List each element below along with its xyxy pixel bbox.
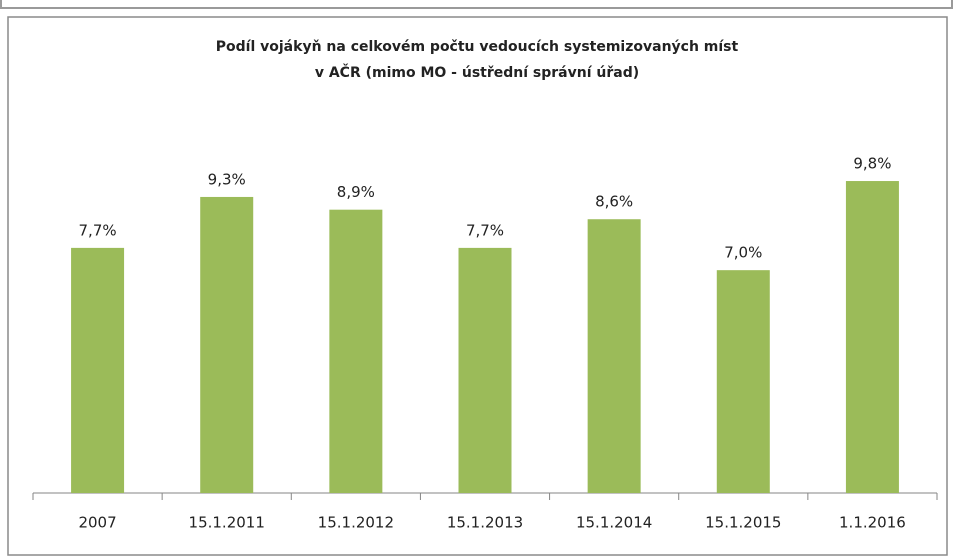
bar [716, 270, 770, 493]
upper-frame [0, 0, 953, 9]
bar [200, 196, 254, 493]
bar [587, 219, 641, 493]
data-label: 8,9% [337, 183, 375, 201]
chart-title: Podíl vojákyň na celkovém počtu vedoucíc… [216, 39, 739, 55]
bar [329, 209, 383, 493]
data-label: 7,0% [724, 244, 762, 262]
chart-subtitle: v AČR (mimo MO - ústřední správní úřad) [315, 63, 639, 81]
data-label: 9,8% [853, 155, 891, 173]
x-tick-label: 1.1.2016 [839, 514, 906, 532]
data-label: 8,6% [595, 193, 633, 211]
x-tick-label: 15.1.2013 [447, 514, 523, 532]
data-label: 9,3% [208, 170, 246, 188]
bar [845, 181, 899, 494]
x-tick-label: 15.1.2012 [318, 514, 394, 532]
bar [71, 247, 125, 493]
bar [458, 247, 512, 493]
x-tick-label: 15.1.2014 [576, 514, 652, 532]
data-label: 7,7% [79, 221, 117, 239]
x-tick-label: 2007 [78, 514, 116, 532]
data-label: 7,7% [466, 221, 504, 239]
x-tick-label: 15.1.2011 [189, 514, 265, 532]
x-tick-label: 15.1.2015 [705, 514, 781, 532]
